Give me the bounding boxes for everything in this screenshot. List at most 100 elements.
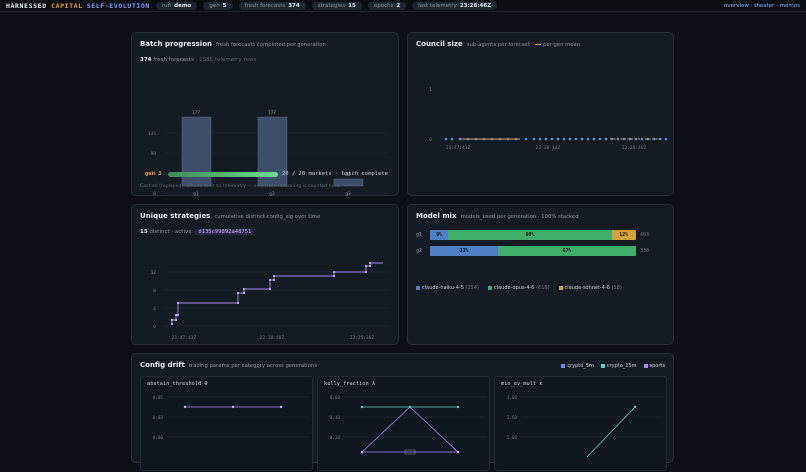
model-mix-row: g1 9% 80% 12% 463 bbox=[416, 230, 670, 240]
bar-value-label: 177 bbox=[268, 110, 276, 116]
council-point bbox=[556, 137, 560, 141]
subplot-title: abstain_threshold θ bbox=[147, 381, 208, 387]
council-point bbox=[580, 137, 584, 141]
y-tick: 90 bbox=[151, 151, 157, 157]
strategies-step-chart: 12 8 4 0 21:47:43Z 22:38:40Z 23:25:30Z bbox=[151, 261, 390, 341]
epochs-pill: epochs 2 bbox=[367, 1, 407, 10]
stacked-segment: 67% bbox=[497, 246, 636, 256]
subplot-title: min_ev_mult κ bbox=[501, 381, 543, 387]
strategies-title: Unique strategies cumulative distinct con… bbox=[140, 212, 321, 220]
council-point bbox=[664, 137, 668, 141]
y-tick: 135 bbox=[148, 131, 156, 137]
strategy-point bbox=[364, 264, 368, 268]
strategy-point bbox=[176, 301, 180, 305]
council-point bbox=[562, 137, 566, 141]
x-tick: 21:47:43Z bbox=[446, 145, 471, 151]
batch-progress-fill bbox=[168, 172, 278, 177]
drift-legend-item: sports bbox=[643, 363, 665, 369]
council-point bbox=[628, 137, 632, 141]
council-point bbox=[598, 137, 602, 141]
strategy-point bbox=[364, 270, 368, 274]
drift-line bbox=[586, 406, 636, 458]
legend-item: claude-sonnet-4-6 (58) bbox=[558, 285, 622, 291]
svg-text:0.60: 0.60 bbox=[330, 395, 341, 401]
strategy-point bbox=[332, 274, 336, 278]
council-point bbox=[634, 137, 638, 141]
unique-strategies-panel: Unique strategies cumulative distinct con… bbox=[131, 204, 399, 345]
model-mix-row: g2 33% 67% 330 bbox=[416, 246, 670, 256]
strategy-point bbox=[368, 261, 372, 265]
last-telemetry-pill: last telemetry 23:28:46Z bbox=[412, 1, 498, 10]
mix-row-label: g1 bbox=[416, 232, 423, 238]
council-point bbox=[622, 137, 626, 141]
council-point bbox=[646, 137, 650, 141]
config-drift-panel: Config drift trading params per category … bbox=[131, 353, 674, 471]
stacked-segment: 9% bbox=[430, 230, 449, 240]
y-tick: 0 bbox=[153, 324, 156, 330]
council-point bbox=[466, 137, 470, 141]
council-point bbox=[532, 137, 536, 141]
y-tick: 8 bbox=[153, 288, 156, 294]
council-point bbox=[538, 137, 542, 141]
council-size-panel: Council size sub-agents per forecast · per… bbox=[407, 32, 674, 196]
strategy-point bbox=[242, 291, 246, 295]
bar-value-label: 177 bbox=[192, 110, 200, 116]
council-point bbox=[544, 137, 548, 141]
bar-g3 bbox=[333, 178, 364, 187]
stacked-bar: 9% 80% 12% bbox=[430, 230, 636, 240]
subplot-title: kelly_fraction λ bbox=[324, 381, 376, 387]
council-point bbox=[658, 137, 662, 141]
drift-line bbox=[361, 406, 459, 453]
strategy-point bbox=[170, 318, 174, 322]
bar-category-label: g2 bbox=[269, 191, 275, 197]
svg-text:3.00: 3.00 bbox=[507, 395, 518, 401]
x-tick: 21:47:43Z bbox=[172, 335, 197, 341]
y-tick: 1 bbox=[429, 87, 432, 93]
svg-text:0.05: 0.05 bbox=[153, 395, 164, 401]
council-point bbox=[506, 137, 510, 141]
strategy-point bbox=[174, 318, 178, 322]
batch-note: Cached (replayed) rollouts emit no telem… bbox=[140, 184, 341, 189]
council-point bbox=[568, 137, 572, 141]
y-tick: 45 bbox=[151, 171, 157, 177]
drift-legend: crypto_5m crypto_15m sports bbox=[561, 363, 665, 369]
council-point bbox=[490, 137, 494, 141]
council-point bbox=[450, 137, 454, 141]
stacked-segment: 33% bbox=[430, 246, 498, 256]
council-point bbox=[498, 137, 502, 141]
model-mix-legend: claude-haiku-4-5 (154) claude-opus-4-6 (6… bbox=[416, 285, 622, 291]
council-point bbox=[616, 137, 620, 141]
model-mix-bars: g1 9% 80% 12% 463 g2 33% 67% 330 bbox=[416, 230, 670, 262]
nav-links[interactable]: overview · theater · memos bbox=[724, 2, 800, 9]
stacked-segment: 12% bbox=[611, 230, 636, 240]
batch-progress-bar bbox=[168, 172, 278, 177]
council-point bbox=[524, 137, 528, 141]
svg-text:1.60: 1.60 bbox=[507, 415, 518, 421]
strategy-point bbox=[272, 274, 276, 278]
council-point bbox=[592, 137, 596, 141]
strategy-point bbox=[242, 287, 246, 291]
drift-legend-item: crypto_5m bbox=[561, 363, 594, 369]
council-point bbox=[550, 137, 554, 141]
batch-title: Batch progression fresh forecasts complet… bbox=[140, 40, 326, 48]
strategy-point bbox=[268, 287, 272, 291]
svg-text:0.20: 0.20 bbox=[330, 435, 341, 441]
legend-swatch bbox=[535, 43, 542, 46]
council-point bbox=[444, 137, 448, 141]
drift-legend-item: crypto_15m bbox=[600, 363, 637, 369]
gen-label: gen 3 bbox=[145, 171, 162, 177]
y-tick: 4 bbox=[153, 306, 156, 312]
council-chart: 1 0 21:47:43Z 22:38:14Z 23:28:46Z bbox=[429, 87, 668, 151]
bar-category-label: g1 bbox=[193, 191, 199, 197]
council-point bbox=[610, 137, 614, 141]
batch-bar-chart: 135 90 45 0 177 177 20 g1 g2 g3 bbox=[148, 110, 390, 197]
mix-row-total: 463 bbox=[640, 232, 650, 238]
strategy-point bbox=[368, 264, 372, 268]
x-tick: 22:38:40Z bbox=[260, 335, 285, 341]
council-point bbox=[482, 137, 486, 141]
drift-subplot-abstain: abstain_threshold θ 0.05 0.03 0.00 bbox=[140, 376, 313, 471]
drift-subplot-kelly: kelly_fraction λ 0.60 0.40 0.20 bbox=[317, 376, 490, 471]
legend-item: claude-opus-4-6 (616) bbox=[487, 285, 550, 291]
strategy-point bbox=[236, 291, 240, 295]
strategy-point bbox=[268, 278, 272, 282]
